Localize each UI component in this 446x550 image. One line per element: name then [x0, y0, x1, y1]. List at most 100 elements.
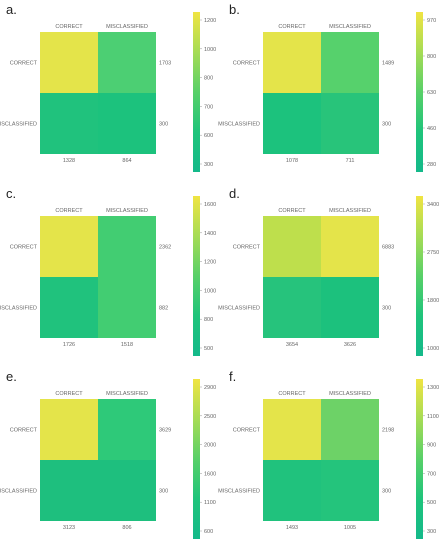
colorbar-tick-label: 1100: [427, 414, 439, 420]
column-label: CORRECT: [278, 24, 306, 30]
column-label: MISCLASSIFIED: [106, 391, 148, 397]
colorbar-tick-label: 800: [427, 54, 436, 60]
colorbar-tick-label: 970: [427, 18, 436, 24]
right-label: 2362: [159, 245, 171, 251]
colorbar-tick-label: 1400: [204, 231, 216, 237]
heatmap-cell: [263, 277, 321, 338]
row-label: CORRECT: [233, 428, 261, 434]
column-label: CORRECT: [55, 208, 83, 214]
bottom-label: 711: [346, 158, 355, 164]
heatmap-cell: [40, 277, 98, 338]
heatmap-cell: [263, 216, 321, 277]
colorbar-tick-label: 2500: [204, 414, 216, 420]
heatmap-c: CORRECT MISCLASSIFIED CORRECT MISCLASSIFIED…: [0, 196, 216, 356]
colorbar-tick-label: 500: [204, 346, 213, 352]
bottom-label: 3123: [63, 525, 75, 531]
colorbar: [193, 12, 200, 172]
row-label: CORRECT: [233, 245, 261, 251]
heatmap-cell: [98, 93, 156, 154]
colorbar-tick-label: 1200: [204, 18, 216, 24]
heatmap-e: CORRECT MISCLASSIFIED CORRECT MISCLASSIFIED…: [0, 379, 216, 539]
right-label: 3629: [159, 428, 171, 434]
heatmap-cell: [40, 93, 98, 154]
panel-label: f.: [229, 369, 237, 384]
right-label: 6883: [382, 245, 394, 251]
heatmap-cell: [263, 460, 321, 521]
heatmap-cell: [40, 399, 98, 460]
colorbar-tick-label: 1000: [427, 346, 439, 352]
panel-b: b. CORRECT MISCLASSIFIED CORRECT MISCLASSIF…: [218, 0, 446, 183]
heatmap-cell: [98, 399, 156, 460]
colorbar: [193, 379, 200, 539]
row-label: CORRECT: [233, 61, 261, 67]
right-label: 300: [382, 489, 391, 495]
colorbar-tick-label: 1300: [427, 385, 439, 391]
row-label: MISCLASSIFIED: [218, 489, 260, 495]
heatmap-cell: [321, 216, 379, 277]
right-label: 1703: [159, 61, 171, 67]
panel-label: a.: [6, 2, 17, 17]
colorbar: [416, 379, 423, 539]
colorbar: [416, 196, 423, 356]
heatmap-cell: [263, 93, 321, 154]
right-label: 300: [382, 306, 391, 312]
colorbar-tick-label: 630: [427, 90, 436, 96]
heatmap-cell: [98, 277, 156, 338]
colorbar-tick-label: 280: [427, 162, 436, 168]
panel-label: d.: [229, 186, 240, 201]
heatmap-cell: [321, 460, 379, 521]
heatmap-cell: [40, 216, 98, 277]
right-label: 300: [382, 122, 391, 128]
heatmap-cell: [40, 32, 98, 93]
colorbar-tick-label: 2900: [204, 385, 216, 391]
colorbar-tick-label: 1000: [204, 47, 216, 53]
bottom-label: 1726: [63, 342, 75, 348]
row-label: MISCLASSIFIED: [0, 489, 37, 495]
panel-e: e. CORRECT MISCLASSIFIED CORRECT MISCLASSIF…: [0, 367, 223, 550]
heatmap-cell: [40, 460, 98, 521]
panel-label: c.: [6, 186, 17, 201]
panel-a: a. CORRECT MISCLASSIFIED CORRECT MISCLASSIF…: [0, 0, 223, 183]
bottom-label: 864: [122, 158, 131, 164]
bottom-label: 806: [122, 525, 131, 531]
row-label: CORRECT: [10, 61, 38, 67]
bottom-label: 1518: [121, 342, 133, 348]
bottom-label: 1328: [63, 158, 75, 164]
column-label: MISCLASSIFIED: [329, 391, 371, 397]
colorbar-tick-label: 1800: [427, 298, 439, 304]
right-label: 300: [159, 122, 168, 128]
heatmap-cell: [98, 460, 156, 521]
heatmap-cell: [321, 32, 379, 93]
colorbar-tick-label: 1000: [204, 288, 216, 294]
heatmap-cell: [263, 399, 321, 460]
column-label: MISCLASSIFIED: [106, 24, 148, 30]
heatmap-cell: [321, 399, 379, 460]
panel-label: b.: [229, 2, 240, 17]
right-label: 2198: [382, 428, 394, 434]
bottom-label: 1078: [286, 158, 298, 164]
panel-d: d. CORRECT MISCLASSIFIED CORRECT MISCLASSIF…: [218, 184, 446, 367]
heatmap-d: CORRECT MISCLASSIFIED CORRECT MISCLASSIFIED…: [218, 196, 439, 356]
colorbar-tick-label: 500: [427, 500, 436, 506]
bottom-label: 3654: [286, 342, 298, 348]
colorbar-tick-label: 3400: [427, 202, 439, 208]
heatmap-cell: [98, 32, 156, 93]
row-label: MISCLASSIFIED: [0, 122, 37, 128]
bottom-label: 1005: [344, 525, 356, 531]
colorbar-tick-label: 800: [204, 76, 213, 82]
colorbar-tick-label: 600: [204, 133, 213, 139]
column-label: MISCLASSIFIED: [329, 208, 371, 214]
bottom-label: 3626: [344, 342, 356, 348]
colorbar-tick-label: 2750: [427, 250, 439, 256]
row-label: CORRECT: [10, 245, 38, 251]
panel-c: c. CORRECT MISCLASSIFIED CORRECT MISCLASSIF…: [0, 184, 223, 367]
column-label: CORRECT: [55, 391, 83, 397]
heatmap-cell: [321, 93, 379, 154]
colorbar-tick-label: 900: [427, 443, 436, 449]
colorbar-tick-label: 300: [427, 529, 436, 535]
colorbar-tick-label: 1200: [204, 260, 216, 266]
colorbar-tick-label: 1600: [204, 471, 216, 477]
column-label: CORRECT: [278, 208, 306, 214]
column-label: MISCLASSIFIED: [329, 24, 371, 30]
column-label: CORRECT: [55, 24, 83, 30]
